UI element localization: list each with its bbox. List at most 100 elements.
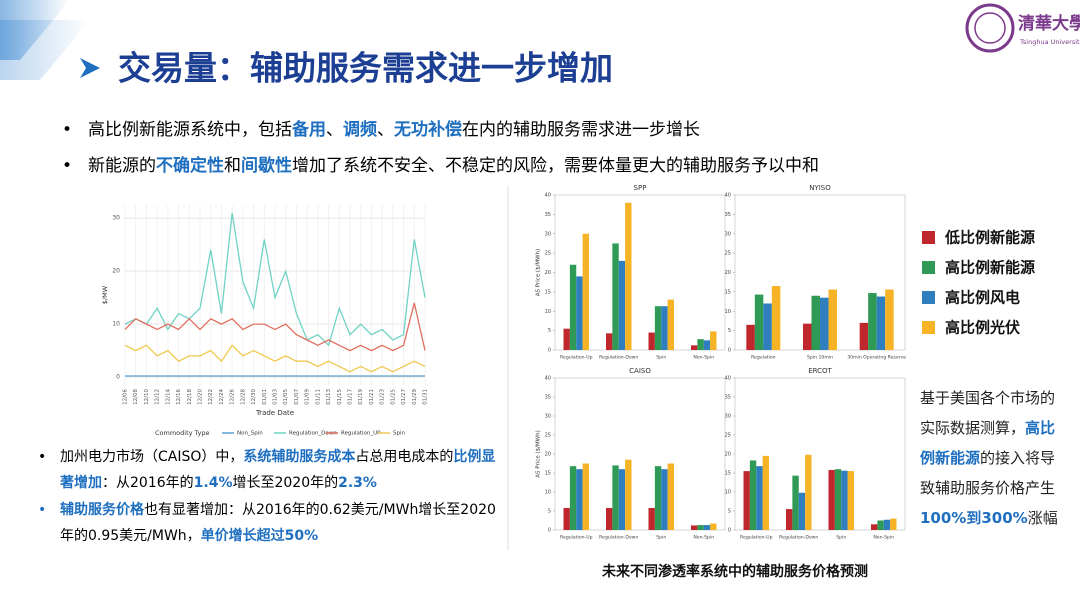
bar: [890, 518, 897, 530]
y-tick-label: 35: [545, 212, 551, 218]
x-tick-label: 12/24: [219, 389, 225, 405]
highlight: 备用: [292, 120, 326, 140]
bar: [756, 466, 763, 530]
x-tick-label: 01/19: [358, 389, 364, 405]
y-tick-label: 30: [545, 414, 551, 420]
legend-label: 低比例新能源: [944, 229, 1035, 247]
x-tick-label: 12/30: [251, 389, 257, 405]
bar: [834, 469, 842, 530]
y-tick-label: 20: [545, 452, 551, 458]
text-run: 也有显著增加：从2016年的0.62美元/MWh增长至2020年的0.95美元/…: [60, 502, 496, 544]
legend-label: 高比例光伏: [945, 319, 1020, 337]
bar: [606, 507, 613, 530]
bar: [667, 463, 674, 530]
bullet-dot: •: [62, 156, 73, 176]
bar: [771, 286, 781, 350]
x-tick-label: 01/27: [401, 389, 407, 405]
line-series: [124, 302, 426, 352]
y-tick-label: 25: [725, 251, 731, 257]
y-tick-label: 0: [728, 528, 731, 534]
title-arrow: [80, 58, 100, 78]
bar: [703, 525, 711, 530]
y-tick-label: 30: [725, 414, 731, 420]
x-tick-label: 01/23: [380, 389, 386, 405]
bar: [667, 299, 674, 350]
text-run: 、: [326, 120, 343, 140]
highlight: 2.3%: [338, 475, 377, 491]
bar: [746, 324, 755, 350]
x-tick-label: 01/25: [390, 389, 396, 405]
legend-label: 高比例新能源: [945, 259, 1035, 277]
highlight: 单价增长超过50%: [200, 528, 319, 544]
bar: [661, 469, 668, 530]
x-tick-label: Non-Spin: [873, 535, 894, 541]
bullet: 新能源的不确定性和间歇性增加了系统不安全、不稳定的风险，需要体量更大的辅助服务予…: [88, 154, 1048, 178]
text-run: 高比例新能源系统中，包括: [88, 120, 292, 140]
x-tick-label: Regulation-Down: [599, 355, 638, 361]
line-series: [124, 212, 426, 347]
y-tick-label: 5: [728, 328, 731, 334]
bar: [749, 460, 757, 530]
bar: [569, 264, 577, 350]
y-tick-label: 10: [725, 309, 731, 315]
text-run: 占总用电成本的: [355, 449, 454, 465]
text-run: 增加了系统不安全、不稳定的风险，需要体量更大的辅助服务予以中和: [292, 156, 819, 176]
x-tick-label: 01/05: [283, 389, 289, 405]
x-tick-label: Regulation-Up: [740, 535, 773, 541]
bar: [868, 293, 877, 350]
bar: [606, 333, 613, 350]
legend-swatch: [922, 261, 935, 274]
text-run: 涨幅: [1027, 509, 1058, 527]
x-tick-label: Regulation-Up: [560, 535, 593, 541]
bar: [563, 328, 570, 350]
text-run: 新能源的: [88, 156, 156, 176]
bar: [569, 466, 577, 530]
y-tick-label: 35: [725, 212, 731, 218]
y-axis-label: AS Price ($/MWh): [536, 430, 542, 477]
logo-seal: [965, 3, 1015, 53]
bar: [710, 331, 717, 350]
bullet: 辅助服务价格也有显著增加：从2016年的0.62美元/MWh增长至2020年的0…: [60, 497, 500, 549]
highlight: 1.4%: [193, 475, 233, 491]
y-tick-label: 25: [545, 433, 551, 439]
bar: [618, 260, 626, 350]
x-tick-label: 01/15: [337, 389, 343, 405]
bar: [811, 295, 820, 350]
text-run: 的接入将导致辅助服务价格产生: [920, 449, 1056, 497]
highlight: 不确定性: [156, 156, 224, 176]
logo-subtext: Tsinghua University: [1019, 38, 1080, 46]
y-tick-label: 0: [548, 348, 551, 354]
bar: [828, 469, 835, 530]
x-tick-label: 12/20: [198, 389, 204, 405]
y-tick-label: 5: [548, 328, 551, 334]
y-tick-label: 10: [112, 321, 120, 328]
bar: [576, 469, 583, 530]
y-tick-label: 40: [545, 376, 551, 382]
x-tick-label: 01/31: [423, 389, 429, 405]
panel-title: SPP: [634, 184, 647, 192]
bar: [691, 525, 698, 530]
y-tick-label: 30: [545, 231, 551, 237]
legend-swatch: [922, 231, 935, 244]
x-tick-label: 01/17: [348, 389, 354, 405]
bar: [877, 520, 884, 530]
x-tick-label: 01/07: [294, 389, 300, 405]
bar: [762, 455, 769, 530]
bar: [563, 507, 570, 530]
x-tick-label: Spin: [656, 535, 666, 541]
legend-label: Regulation_Down: [289, 431, 337, 437]
bar: [582, 233, 589, 350]
x-tick-label: 12/08: [133, 389, 139, 405]
bar: [697, 525, 704, 530]
x-tick-label: 12/14: [165, 389, 171, 405]
bar: [792, 475, 799, 530]
bar: [828, 289, 837, 350]
legend-swatch: [922, 291, 935, 304]
title: 交易量：辅助服务需求进一步增加: [118, 49, 613, 88]
y-tick-label: 0: [728, 348, 731, 354]
text-run: 增长至2020年的: [232, 475, 339, 491]
highlight: 高比例新能源: [920, 419, 1056, 467]
x-tick-label: Regulation-Down: [779, 535, 818, 541]
text-run: ：从2016年的: [102, 475, 194, 491]
bar: [883, 519, 891, 530]
